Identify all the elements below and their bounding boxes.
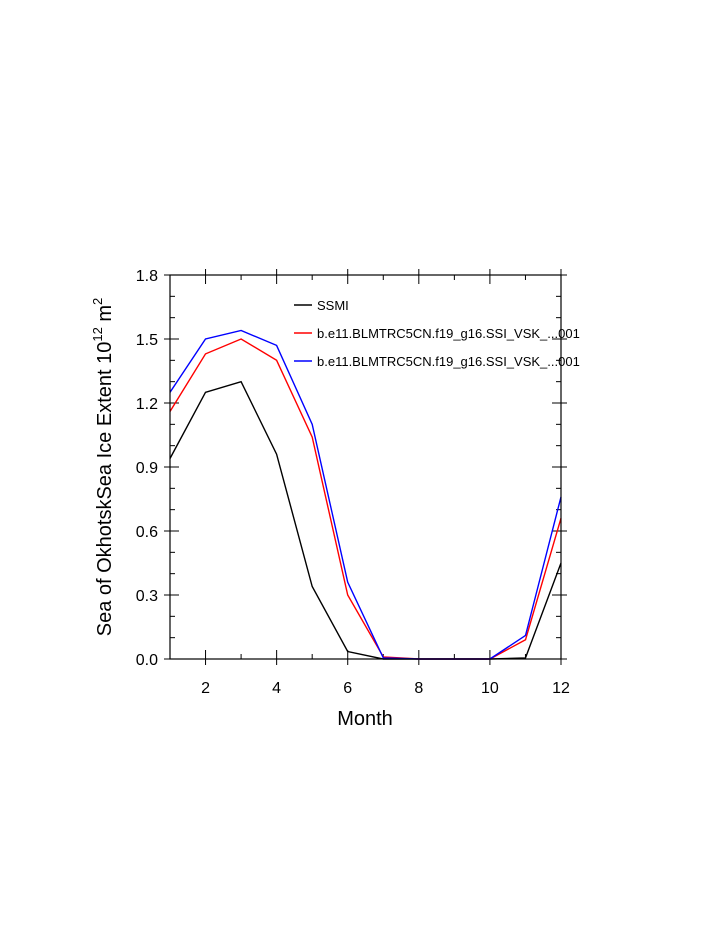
legend-label: b.e11.BLMTRC5CN.f19_g16.SSI_VSK_...001: [317, 354, 580, 369]
x-axis-label: Month: [337, 708, 393, 730]
x-tick-label: 4: [272, 680, 281, 697]
series-lines: [169, 329, 562, 660]
legend-label: SSMI: [317, 298, 349, 313]
y-axis-label-main: Sea of OkhotskSea Ice Extent 10: [94, 342, 116, 637]
y-axis-label: Sea of OkhotskSea Ice Extent 1012 m2: [90, 298, 116, 637]
y-tick-label: 1.8: [136, 268, 158, 285]
x-tick-label: 12: [552, 680, 570, 697]
y-tick-label: 0.0: [136, 652, 158, 669]
y-tick-label: 0.3: [136, 588, 158, 605]
y-axis-label-unit: m: [94, 305, 116, 327]
x-tick-label: 10: [481, 680, 499, 697]
y-tick-label: 1.5: [136, 332, 158, 349]
plot-frame: [169, 274, 562, 660]
series-line-ssmi: [169, 380, 562, 660]
y-tick-label: 0.9: [136, 460, 158, 477]
y-tick-labels: 0.0 0.3 0.6 0.9 1.2 1.5 1.8: [136, 268, 158, 669]
y-tick-label: 1.2: [136, 396, 158, 413]
legend-label: b.e11.BLMTRC5CN.f19_g16.SSI_VSK_...001: [317, 326, 580, 341]
y-tick-label: 0.6: [136, 524, 158, 541]
series-line-red: [169, 338, 562, 660]
series-line-blue: [169, 329, 562, 660]
x-tick-label: 8: [414, 680, 423, 697]
x-tick-label: 6: [343, 680, 352, 697]
y-axis-label-exponent: 12: [90, 327, 105, 341]
legend: SSMI b.e11.BLMTRC5CN.f19_g16.SSI_VSK_...0…: [294, 298, 580, 369]
y-axis-label-unit-exponent: 2: [90, 298, 105, 305]
x-tick-label: 2: [201, 680, 210, 697]
x-tick-labels: 2 4 6 8 10 12: [201, 680, 570, 697]
